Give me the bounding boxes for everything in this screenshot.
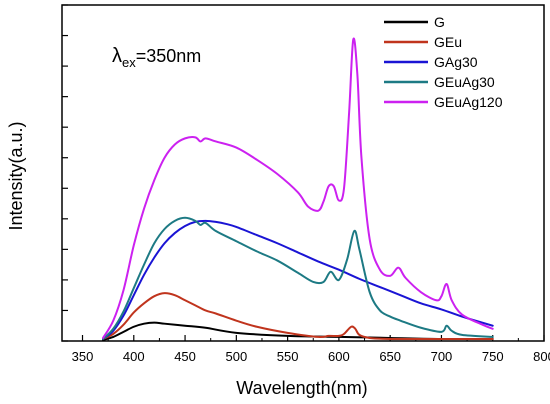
legend-label-gag30: GAg30: [434, 54, 478, 70]
legend-label-geu: GEu: [434, 34, 462, 50]
x-tick-label: 800: [533, 349, 550, 364]
legend-label-geuag30: GEuAg30: [434, 74, 495, 90]
x-tick-label: 400: [123, 349, 145, 364]
x-tick-label: 350: [72, 349, 94, 364]
y-axis-label: Intensity(a.u.): [6, 121, 26, 230]
annotation-sub: ex: [122, 55, 136, 70]
x-ticks: 350 400 450 500 550 600 650 700 750 800: [72, 335, 550, 364]
x-tick-label: 600: [328, 349, 350, 364]
annotation-lambda: λ: [112, 45, 122, 67]
series-line-geu: [102, 292, 494, 341]
series-line-gag30: [102, 219, 494, 340]
plot-frame: [61, 4, 545, 342]
x-tick-label: 550: [277, 349, 299, 364]
legend-label-geuag120: GEuAg120: [434, 94, 503, 110]
series-line-geuag120: [102, 37, 494, 339]
x-tick-label: 500: [225, 349, 247, 364]
x-axis-label: Wavelength(nm): [236, 378, 367, 398]
annotation-rest: =350nm: [136, 46, 202, 66]
legend: G GEu GAg30 GEuAg30 GEuAg120: [384, 14, 503, 110]
x-tick-label: 650: [379, 349, 401, 364]
y-ticks: [62, 4, 68, 342]
series-line-geuag30: [102, 216, 494, 340]
x-tick-label: 700: [431, 349, 453, 364]
series-lines: [102, 37, 494, 341]
excitation-annotation: λex=350nm: [112, 45, 201, 70]
x-tick-label: 450: [174, 349, 196, 364]
x-tick-label: 750: [482, 349, 504, 364]
legend-label-g: G: [434, 14, 445, 30]
